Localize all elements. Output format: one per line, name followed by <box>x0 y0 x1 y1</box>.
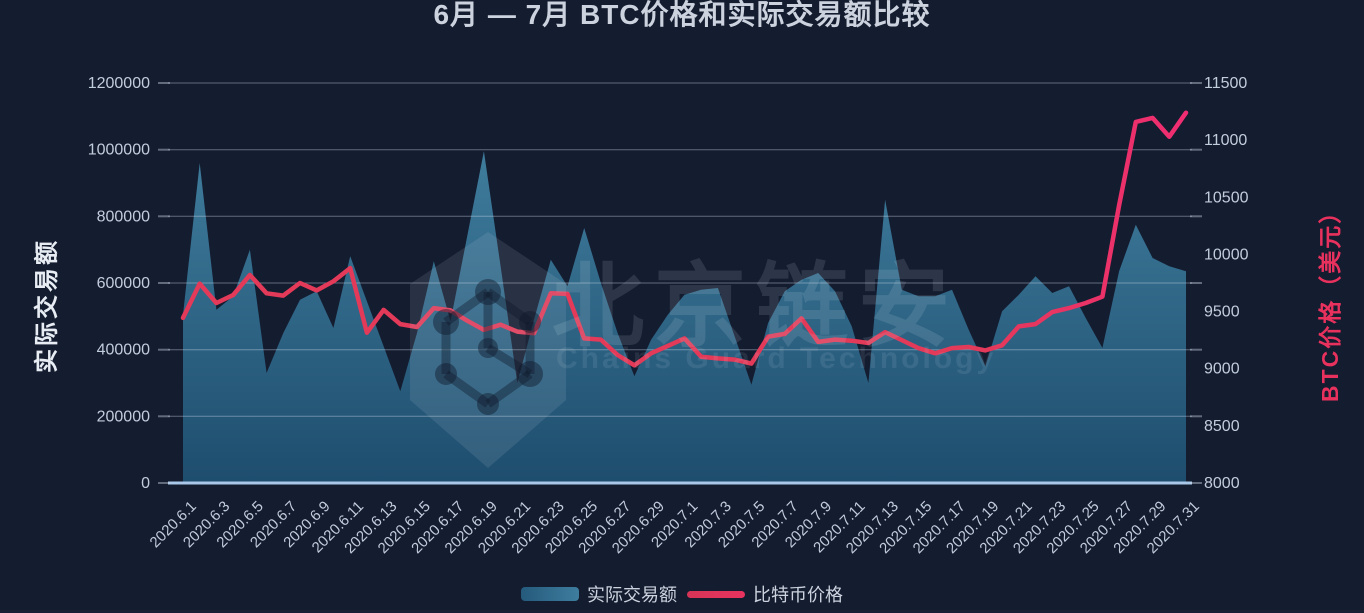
chart-title: 6月 — 7月 BTC价格和实际交易额比较 <box>433 0 931 30</box>
left-axis-tick-label: 400000 <box>97 342 150 359</box>
legend: 实际交易额 比特币价格 <box>0 583 1364 605</box>
right-axis-tick-label: 9000 <box>1204 361 1240 378</box>
x-axis-labels: 2020.6.12020.6.32020.6.52020.6.72020.6.9… <box>147 498 1203 557</box>
left-axis-tick-label: 1000000 <box>88 142 150 159</box>
left-axis-tick-label: 200000 <box>97 408 150 425</box>
grid-and-axes: 0 8000 200000 8500 400000 9000 600000 9500 80000… <box>88 75 1249 492</box>
left-axis-tick-label: 800000 <box>97 208 150 225</box>
bottom-strip <box>0 610 1364 613</box>
right-axis-tick-label: 10000 <box>1204 246 1249 263</box>
right-axis-tick-label: 11000 <box>1204 132 1247 149</box>
right-axis-tick-label: 10500 <box>1204 189 1249 206</box>
legend-label-volume: 实际交易额 <box>587 585 677 605</box>
area-series[interactable] <box>183 151 1186 484</box>
left-axis-tick-label: 1200000 <box>88 75 150 92</box>
left-axis-tick-label: 0 <box>141 475 150 492</box>
right-axis-tick-label: 8000 <box>1204 475 1240 492</box>
right-axis-tick-label: 11500 <box>1204 75 1247 92</box>
legend-item-price[interactable]: 比特币价格 <box>687 581 843 607</box>
line-series-swatch-icon <box>687 590 745 598</box>
left-axis-tick-label: 600000 <box>97 275 150 292</box>
legend-item-volume[interactable]: 实际交易额 <box>521 581 677 607</box>
area-series-swatch-icon <box>521 587 579 601</box>
right-axis-tick-label: 8500 <box>1204 418 1240 435</box>
line-series[interactable] <box>180 110 1189 368</box>
legend-label-price: 比特币价格 <box>753 585 843 605</box>
right-axis-tick-label: 9500 <box>1204 304 1240 321</box>
